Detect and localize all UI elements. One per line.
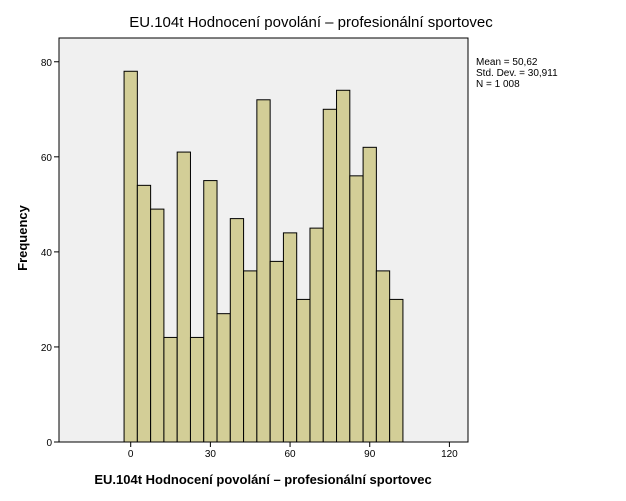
y-tick-label: 60 [41, 153, 53, 164]
histogram-bar [176, 151, 191, 443]
stat-n: N = 1 008 [476, 79, 520, 90]
stat-std-dev: Std. Dev. = 30,911 [476, 68, 558, 79]
y-tick-label: 80 [41, 58, 53, 69]
histogram-bar [296, 298, 311, 443]
x-axis: 0 30 60 90 120 [128, 442, 458, 460]
y-tick-label: 40 [41, 248, 53, 259]
statistics-box: Mean = 50,62 Std. Dev. = 30,911 N = 1 00… [476, 57, 558, 90]
x-tick-label: 120 [441, 449, 458, 460]
histogram-bar [150, 208, 165, 443]
histogram-bar [229, 218, 245, 443]
histogram-bar [163, 336, 178, 443]
y-tick-label: 20 [41, 343, 53, 354]
x-tick-label: 0 [128, 449, 134, 460]
histogram-bar [375, 270, 391, 443]
histogram-bar [216, 313, 231, 443]
histogram-bar [203, 180, 218, 443]
histogram-bar [336, 89, 351, 443]
y-tick-label: 0 [46, 438, 52, 449]
histogram-bar [322, 108, 338, 443]
histogram-bar [362, 146, 377, 443]
histogram-bar [189, 336, 205, 443]
x-tick-label: 90 [364, 449, 376, 460]
chart-title: EU.104t Hodnocení povolání – profesionál… [129, 14, 493, 31]
histogram-bar [269, 260, 284, 443]
stat-mean: Mean = 50,62 [476, 57, 538, 68]
histogram-bar [309, 227, 324, 443]
x-tick-label: 30 [205, 449, 217, 460]
histogram-bar [282, 232, 298, 443]
histogram-bar [349, 175, 364, 443]
bars-group [123, 70, 404, 443]
histogram-bar [123, 70, 138, 443]
histogram-bar [256, 99, 271, 443]
x-axis-title: EU.104t Hodnocení povolání – profesionál… [94, 472, 431, 487]
y-axis-title: Frequency [15, 204, 30, 271]
histogram-bar [243, 270, 258, 443]
x-tick-label: 60 [284, 449, 296, 460]
histogram-bar [389, 298, 404, 443]
y-axis: 0 20 40 60 80 [41, 58, 59, 449]
histogram-bar [136, 184, 152, 443]
